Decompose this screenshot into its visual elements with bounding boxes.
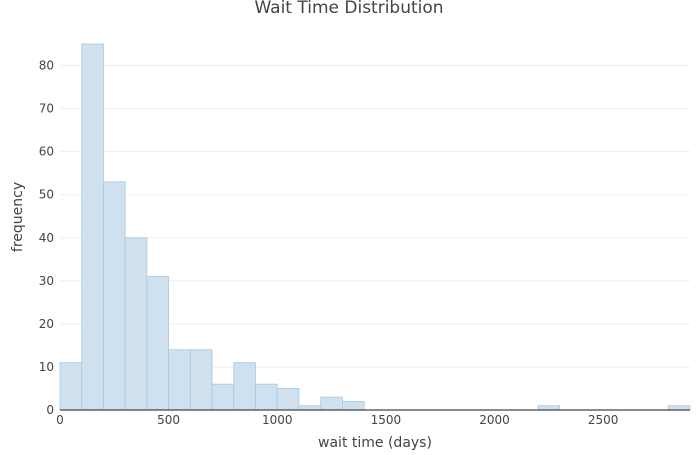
x-axis-label: wait time (days) [318,435,432,450]
histogram-bar [211,383,235,411]
x-tick-label: 500 [157,413,180,427]
histogram-bar [255,383,278,411]
y-tick-label: 70 [39,102,54,116]
x-tick-label: 1500 [371,413,402,427]
bars [59,43,691,411]
histogram-bar [537,405,561,411]
histogram-bar [59,362,83,411]
histogram-bar [342,400,365,411]
y-tick-label: 30 [39,274,54,288]
histogram-bar [124,237,148,411]
histogram-bar [298,405,322,411]
y-tick-labels: 0 10 20 30 40 50 60 70 80 [39,59,54,417]
x-tick-label: 2000 [479,413,510,427]
histogram-bar [320,396,343,411]
x-tick-labels: 0 500 1000 1500 2000 2500 [56,413,618,427]
histogram-bar [168,349,191,411]
y-tick-label: 60 [39,145,54,159]
x-tick-label: 0 [56,413,64,427]
histogram-bar [81,43,104,411]
histogram-bar [233,362,256,411]
y-tick-label: 0 [46,403,54,417]
y-tick-label: 80 [39,59,54,73]
histogram-bar [667,405,691,411]
histogram-bar [276,388,300,411]
histogram-bar [189,349,213,411]
x-tick-label: 1000 [262,413,293,427]
y-tick-label: 20 [39,317,54,331]
y-tick-label: 40 [39,231,54,245]
histogram-bar [146,276,170,411]
x-tick-label: 2500 [588,413,619,427]
y-axis-label: frequency [10,182,26,252]
histogram-bar [103,181,126,411]
y-tick-label: 10 [39,360,54,374]
y-tick-label: 50 [39,188,54,202]
chart-title: Wait Time Distribution [254,0,443,18]
